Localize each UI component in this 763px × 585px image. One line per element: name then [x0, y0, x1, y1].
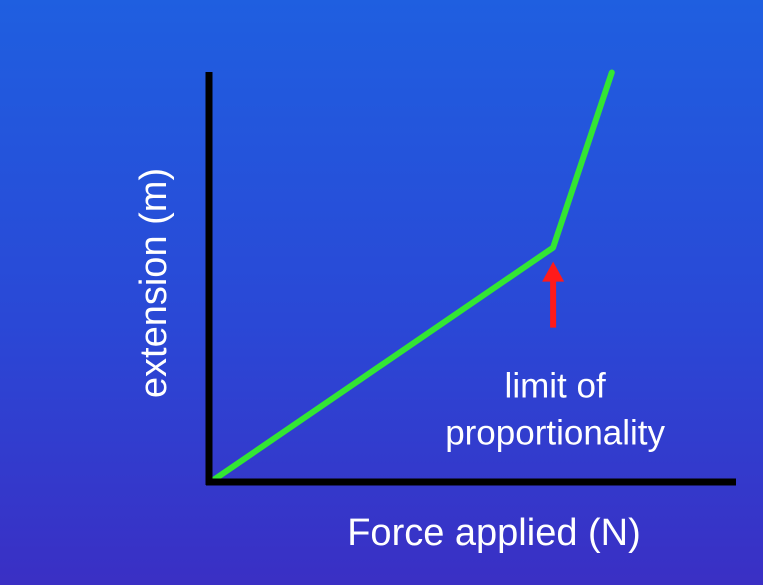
annotation-text-line-1: proportionality: [445, 414, 665, 453]
plot-layer: [209, 69, 615, 484]
series-line-0: [209, 69, 615, 484]
annotation-arrow-head-0: [542, 261, 565, 282]
x-axis-label: Force applied (N): [347, 512, 641, 554]
annotation-text-line-0: limit of: [505, 367, 606, 406]
y-axis-label: extension (m): [133, 168, 175, 398]
annotation-layer: limit of proportionality: [445, 261, 666, 453]
